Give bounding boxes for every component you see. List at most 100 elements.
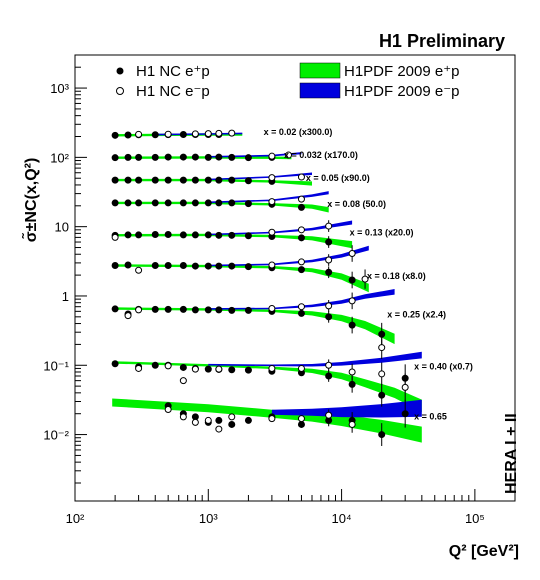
data-point-e-plus	[325, 238, 333, 246]
data-point-e-plus	[151, 361, 159, 369]
y-tick-label: 10²	[50, 150, 69, 165]
data-point-e-plus	[204, 365, 212, 373]
y-tick-label: 1	[62, 289, 69, 304]
data-point-e-plus	[151, 131, 159, 139]
data-point-e-minus	[215, 425, 223, 433]
data-point-e-plus	[151, 231, 159, 239]
data-point-e-plus	[204, 199, 212, 207]
data-point-e-plus	[179, 305, 187, 313]
pdf-band-e-plus	[112, 398, 422, 443]
data-point-e-plus	[348, 321, 356, 329]
data-point-e-minus	[378, 344, 386, 352]
legend-label: H1PDF 2009 e⁻p	[344, 83, 459, 100]
data-point-e-plus	[164, 176, 172, 184]
data-point-e-plus	[244, 177, 252, 185]
data-point-e-minus	[361, 275, 369, 283]
data-point-e-plus	[111, 176, 119, 184]
data-point-e-minus	[124, 312, 132, 320]
data-point-e-plus	[228, 199, 236, 207]
pdf-band-e-plus	[112, 264, 369, 293]
data-point-e-plus	[215, 176, 223, 184]
data-point-e-minus	[179, 377, 187, 385]
data-point-e-minus	[348, 420, 356, 428]
data-point-e-plus	[348, 380, 356, 388]
bin-label: x = 0.032 (x170.0)	[284, 150, 358, 160]
data-point-e-plus	[228, 306, 236, 314]
data-point-e-minus	[268, 261, 276, 269]
data-point-e-plus	[179, 363, 187, 371]
y-tick-label: 10⁻¹	[43, 358, 69, 373]
data-point-e-plus	[124, 176, 132, 184]
data-point-e-plus	[135, 199, 143, 207]
data-point-e-plus	[325, 268, 333, 276]
bin-label: x = 0.13 (x20.0)	[350, 228, 414, 238]
data-point-e-minus	[325, 361, 333, 369]
y-tick-label: 10⁻²	[43, 428, 69, 443]
legend-label: H1 NC e⁻p	[136, 83, 210, 100]
legend-label: H1PDF 2009 e⁺p	[344, 63, 459, 80]
data-point-e-plus	[135, 176, 143, 184]
data-point-e-plus	[204, 231, 212, 239]
data-point-e-plus	[135, 153, 143, 161]
data-point-e-plus	[228, 420, 236, 428]
data-point-e-plus	[111, 360, 119, 368]
data-point-e-plus	[348, 276, 356, 284]
pdf-band-e-minus	[208, 220, 353, 236]
data-point-e-minus	[297, 258, 305, 266]
data-point-e-plus	[204, 262, 212, 270]
data-point-e-plus	[228, 262, 236, 270]
data-point-e-minus	[348, 368, 356, 376]
data-point-e-plus	[215, 262, 223, 270]
data-point-e-plus	[191, 176, 199, 184]
x-tick-label: 10⁴	[332, 511, 352, 526]
bin-label: x = 0.18 (x8.0)	[367, 271, 426, 281]
data-point-e-plus	[151, 176, 159, 184]
y-tick-label: 10	[55, 220, 69, 235]
data-point-e-minus	[215, 129, 223, 137]
data-point-e-minus	[268, 198, 276, 206]
x-tick-label: 10⁵	[465, 511, 485, 526]
legend-swatch	[299, 62, 341, 79]
data-point-e-plus	[124, 199, 132, 207]
bin-label: x = 0.05 (x90.0)	[306, 173, 370, 183]
data-point-e-minus	[164, 362, 172, 370]
data-point-e-minus	[297, 364, 305, 372]
data-point-e-plus	[244, 232, 252, 240]
data-point-e-minus	[135, 130, 143, 138]
data-point-e-minus	[215, 365, 223, 373]
legend-marker-e-plus	[116, 67, 124, 75]
data-point-e-plus	[297, 266, 305, 274]
data-point-e-minus	[268, 152, 276, 160]
data-point-e-plus	[124, 231, 132, 239]
x-tick-label: 10²	[66, 511, 85, 526]
data-point-e-minus	[348, 250, 356, 258]
data-point-e-plus	[204, 176, 212, 184]
data-point-e-plus	[164, 305, 172, 313]
data-point-e-minus	[325, 256, 333, 264]
pdf-band-e-plus	[112, 361, 422, 412]
data-point-e-minus	[228, 413, 236, 421]
data-point-e-plus	[325, 372, 333, 380]
data-point-e-plus	[215, 306, 223, 314]
data-point-e-plus	[179, 199, 187, 207]
data-point-e-plus	[179, 176, 187, 184]
data-point-e-plus	[135, 231, 143, 239]
data-point-e-plus	[244, 200, 252, 208]
data-point-e-minus	[191, 365, 199, 373]
chart-title: H1 Preliminary	[379, 31, 505, 51]
x-axis-label: Q² [GeV²]	[449, 543, 519, 560]
data-point-e-plus	[244, 306, 252, 314]
data-point-e-plus	[111, 262, 119, 270]
data-point-e-plus	[111, 305, 119, 313]
data-point-e-plus	[297, 203, 305, 211]
data-point-e-plus	[244, 263, 252, 271]
bin-label: x = 0.02 (x300.0)	[264, 127, 333, 137]
data-point-e-plus	[164, 199, 172, 207]
data-point-e-plus	[191, 153, 199, 161]
plot-frame	[74, 54, 516, 502]
bin-label: x = 0.25 (x2.4)	[387, 309, 446, 319]
data-point-e-plus	[215, 153, 223, 161]
data-point-e-plus	[191, 199, 199, 207]
bin-label: x = 0.65	[414, 411, 447, 421]
data-point-e-plus	[297, 309, 305, 317]
